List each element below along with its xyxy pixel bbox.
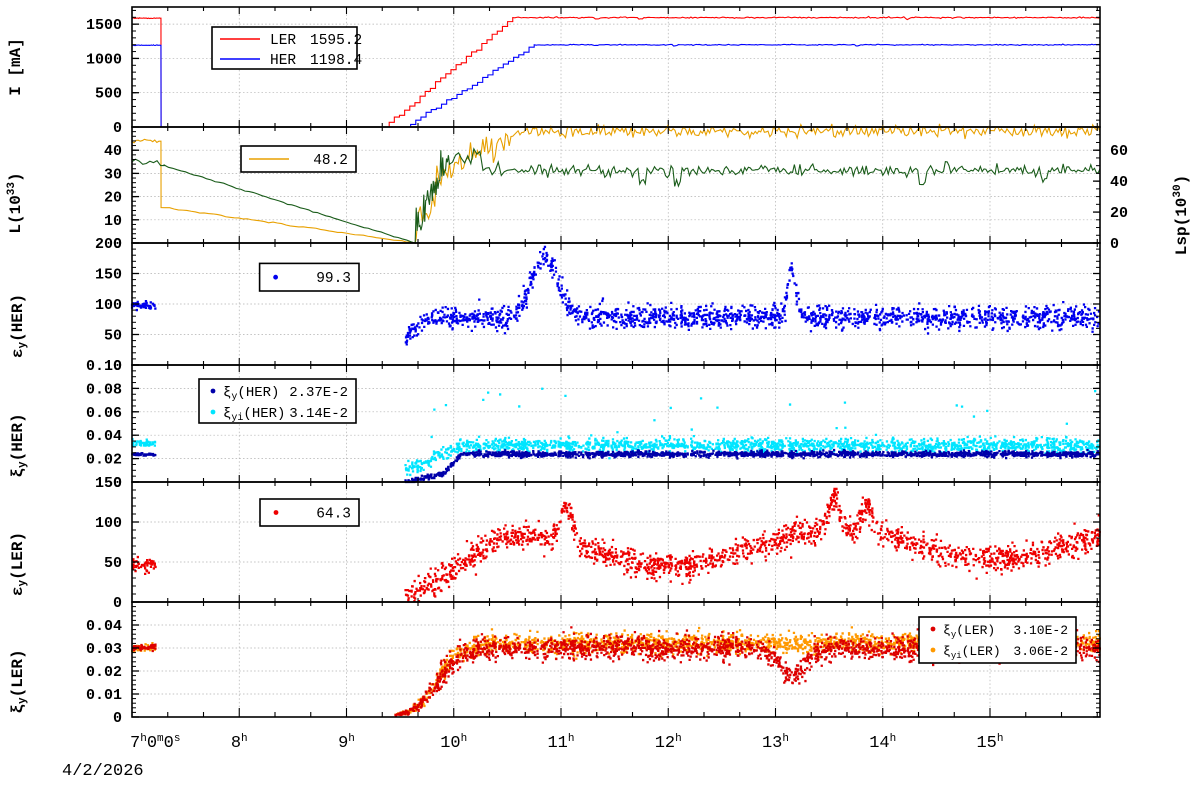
svg-text:3.14E-2: 3.14E-2 bbox=[289, 406, 348, 422]
svg-text:HER: HER bbox=[270, 53, 296, 69]
svg-text:0: 0 bbox=[113, 710, 122, 727]
svg-text:50: 50 bbox=[104, 555, 122, 572]
svg-text:40: 40 bbox=[104, 143, 122, 160]
svg-text:20: 20 bbox=[104, 190, 122, 207]
svg-text:150: 150 bbox=[95, 267, 122, 284]
svg-text:200: 200 bbox=[95, 236, 122, 253]
svg-text:I [mA]: I [mA] bbox=[7, 38, 25, 96]
svg-text:1500: 1500 bbox=[86, 17, 122, 34]
svg-text:60: 60 bbox=[1110, 143, 1128, 160]
svg-text:0.04: 0.04 bbox=[86, 428, 122, 445]
svg-text:99.3: 99.3 bbox=[316, 271, 351, 287]
svg-text:3.10E-2: 3.10E-2 bbox=[1013, 623, 1068, 638]
svg-text:0.02: 0.02 bbox=[86, 452, 122, 469]
svg-text:0: 0 bbox=[1110, 236, 1119, 253]
svg-text:64.3: 64.3 bbox=[316, 507, 351, 523]
svg-text:0.06: 0.06 bbox=[86, 405, 122, 422]
svg-text:1000: 1000 bbox=[86, 51, 122, 68]
svg-text:10: 10 bbox=[104, 213, 122, 230]
svg-text:0.01: 0.01 bbox=[86, 687, 122, 704]
svg-text:7h0m0s: 7h0m0s bbox=[130, 733, 180, 753]
svg-text:0.02: 0.02 bbox=[86, 664, 122, 681]
svg-text:L(1033): L(1033) bbox=[6, 172, 25, 233]
svg-text:30: 30 bbox=[104, 166, 122, 183]
svg-text:20: 20 bbox=[1110, 205, 1128, 222]
svg-text:3.06E-2: 3.06E-2 bbox=[1013, 644, 1068, 659]
svg-text:500: 500 bbox=[95, 86, 122, 103]
svg-text:100: 100 bbox=[95, 297, 122, 314]
svg-text:0.08: 0.08 bbox=[86, 381, 122, 398]
svg-text:0: 0 bbox=[113, 595, 122, 612]
svg-text:0.10: 0.10 bbox=[86, 358, 122, 375]
svg-text:48.2: 48.2 bbox=[313, 153, 348, 169]
svg-text:0.04: 0.04 bbox=[86, 618, 122, 635]
svg-text:50: 50 bbox=[104, 328, 122, 345]
svg-text:1595.2: 1595.2 bbox=[310, 33, 362, 49]
svg-text:1198.4: 1198.4 bbox=[310, 53, 362, 69]
svg-text:2.37E-2: 2.37E-2 bbox=[289, 385, 348, 401]
svg-text:4/2/2026: 4/2/2026 bbox=[62, 762, 144, 781]
svg-text:0: 0 bbox=[113, 120, 122, 137]
svg-text:100: 100 bbox=[95, 515, 122, 532]
svg-text:40: 40 bbox=[1110, 174, 1128, 191]
svg-text:0.03: 0.03 bbox=[86, 641, 122, 658]
svg-text:150: 150 bbox=[95, 475, 122, 492]
svg-text:LER: LER bbox=[270, 33, 296, 49]
